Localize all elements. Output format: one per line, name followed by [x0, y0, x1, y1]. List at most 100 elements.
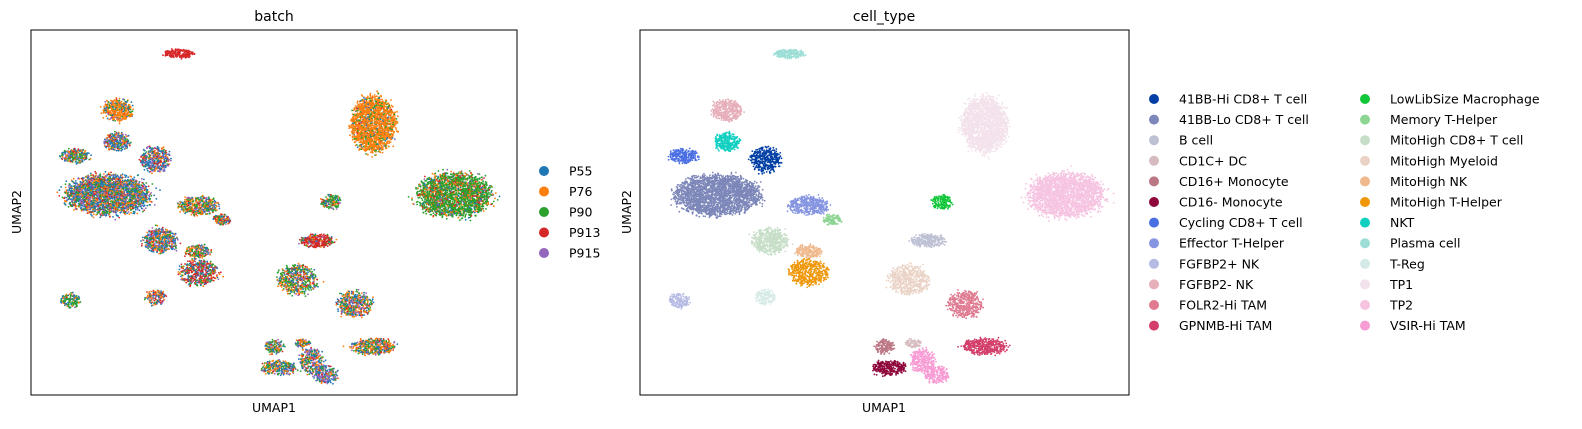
cell-point	[103, 173, 105, 176]
cell-point	[121, 179, 124, 182]
cell-point	[211, 198, 214, 201]
cell-point	[298, 238, 301, 241]
cell-point	[351, 349, 353, 352]
cell-point	[75, 163, 78, 165]
batch-title: batch	[254, 9, 294, 25]
cell-point	[103, 107, 106, 110]
cell-point	[184, 255, 186, 257]
cell-point	[148, 291, 151, 293]
cell-point	[431, 172, 434, 175]
cell-point	[161, 234, 164, 236]
cell-point	[165, 154, 167, 156]
cell-point	[459, 186, 462, 189]
cell-point	[127, 211, 130, 213]
cell-point	[478, 173, 481, 176]
cell-point	[141, 243, 143, 245]
cell-point	[370, 151, 372, 154]
cell-point	[319, 234, 321, 236]
cell-point	[366, 95, 369, 98]
cell-point	[337, 310, 340, 312]
cell-point	[277, 338, 279, 341]
cell-point	[109, 99, 112, 102]
cell-point	[159, 189, 161, 192]
cell-point	[304, 295, 307, 297]
cell-point	[432, 212, 435, 215]
cell-point	[371, 152, 374, 154]
cell-point	[439, 173, 442, 176]
cell-point	[337, 377, 339, 380]
cell-point	[310, 289, 313, 291]
cell-point	[420, 197, 423, 200]
batch-scatter-points	[56, 48, 501, 385]
cell-point	[355, 288, 358, 291]
cell-point	[186, 247, 189, 250]
cell-point	[138, 188, 141, 191]
cell-point	[151, 172, 153, 175]
cell-point	[485, 208, 487, 210]
cell-point	[95, 194, 97, 196]
cell-point	[154, 224, 157, 227]
cell-point	[190, 262, 193, 265]
cell-point	[188, 260, 191, 262]
cell-point	[168, 150, 171, 153]
cell-point	[349, 134, 351, 137]
cell-point	[144, 237, 146, 240]
cell-point	[179, 210, 182, 213]
cell-point	[73, 209, 75, 211]
cell-point	[156, 224, 159, 227]
cell-point	[123, 148, 126, 150]
cell-point	[327, 365, 330, 367]
cell-point	[261, 362, 264, 365]
cell-point	[364, 150, 367, 153]
cell-point	[317, 285, 319, 288]
cell-point	[481, 176, 483, 179]
cell-point	[92, 213, 95, 216]
cell-point	[469, 219, 472, 222]
cell-point	[190, 213, 193, 216]
cell-point	[148, 249, 151, 252]
cell-point	[317, 350, 320, 353]
cell-point	[411, 197, 413, 200]
cell-point	[474, 176, 476, 179]
cell-point	[323, 246, 325, 249]
cell-point	[141, 236, 144, 239]
cell-point	[279, 284, 282, 287]
cell-point	[492, 205, 495, 208]
cell-point	[197, 250, 200, 253]
cell-point	[138, 209, 141, 212]
cell-point	[353, 108, 356, 111]
cell-point	[177, 239, 179, 241]
cell-point	[425, 212, 428, 215]
cell-point	[205, 213, 208, 216]
cell-point	[136, 212, 139, 215]
cell-point	[390, 99, 392, 101]
cell-point	[296, 264, 299, 267]
cell-point	[441, 216, 444, 219]
cell-point	[173, 235, 175, 238]
cell-point	[134, 208, 137, 211]
cell-point	[474, 214, 477, 217]
cell-point	[224, 213, 227, 216]
cell-point	[307, 293, 309, 296]
cell-point	[339, 199, 342, 202]
cell-point	[187, 260, 189, 263]
cell-point	[64, 186, 67, 189]
cell-point	[118, 120, 121, 123]
cell-point	[129, 108, 132, 111]
cell-point	[351, 138, 354, 141]
cell-point	[355, 314, 358, 317]
cell-point	[150, 192, 153, 194]
cell-point	[146, 169, 149, 172]
cell-point	[340, 315, 342, 318]
cell-point	[153, 299, 156, 302]
cell-point	[337, 308, 339, 311]
cell-point	[416, 203, 418, 206]
cell-point	[297, 358, 300, 360]
cell-point	[74, 180, 77, 182]
cell-point	[184, 199, 186, 201]
cell-point	[216, 209, 218, 211]
cell-point	[153, 194, 156, 197]
cell-point	[140, 156, 143, 159]
cell-point	[330, 381, 332, 384]
cell-point	[184, 196, 187, 199]
